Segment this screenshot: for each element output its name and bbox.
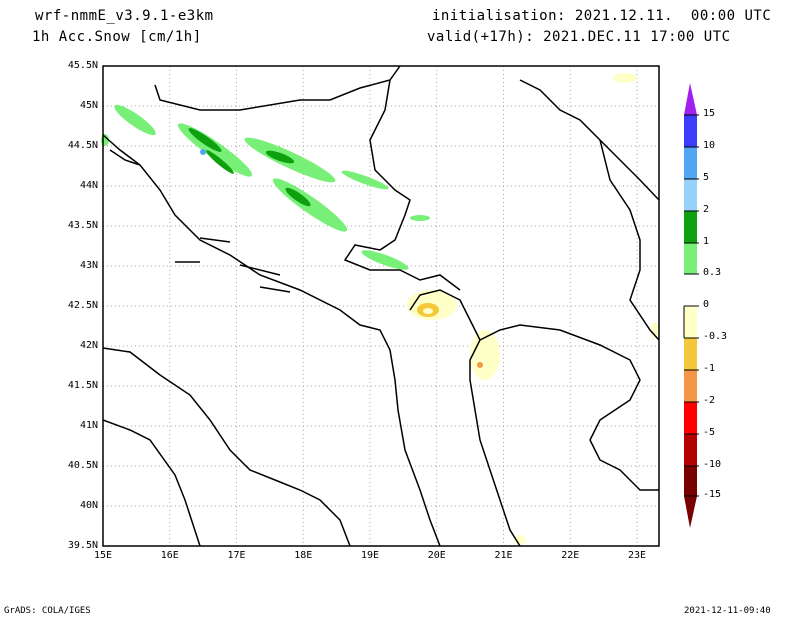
colorbar-label: -2 xyxy=(703,395,716,406)
colorbar-segment xyxy=(684,306,697,338)
colorbar-label: 2 xyxy=(703,204,710,215)
lat-label: 42N xyxy=(79,340,98,351)
lat-label: 44N xyxy=(79,180,98,191)
model-title: wrf-nmmE_v3.9.1-e3km xyxy=(35,8,214,24)
lon-label: 17E xyxy=(227,550,246,561)
colorbar-label: -15 xyxy=(703,489,722,500)
lat-label: 40N xyxy=(79,500,98,511)
lat-label: 43N xyxy=(79,260,98,271)
init-time: initialisation: 2021.12.11. 00:00 UTC xyxy=(432,8,772,24)
colorbar-label: 0.3 xyxy=(703,267,722,278)
colorbar-segment xyxy=(684,274,697,306)
colorbar-label: 1 xyxy=(703,236,710,247)
lat-label: 41.5N xyxy=(67,380,98,391)
lat-label: 44.5N xyxy=(67,140,98,151)
lat-label: 41N xyxy=(79,420,98,431)
colorbar-label: 0 xyxy=(703,299,710,310)
coastlines-borders xyxy=(102,65,660,547)
lat-label: 40.5N xyxy=(67,460,98,471)
valid-time: valid(+17h): 2021.DEC.11 17:00 UTC xyxy=(427,29,731,45)
lat-label: 42.5N xyxy=(67,300,98,311)
colorbar-segment xyxy=(684,147,697,179)
colorbar-label: -5 xyxy=(703,427,716,438)
colorbar-label: 10 xyxy=(703,140,716,151)
colorbar xyxy=(683,83,699,528)
colorbar-top-arrow xyxy=(684,83,697,115)
lat-label: 45.5N xyxy=(67,60,98,71)
colorbar-segment xyxy=(684,115,697,147)
colorbar-label: 15 xyxy=(703,108,716,119)
colorbar-bottom-arrow xyxy=(684,496,697,528)
colorbar-segment xyxy=(684,179,697,211)
map-frame xyxy=(102,65,660,547)
lat-label: 45N xyxy=(79,100,98,111)
lon-label: 20E xyxy=(427,550,446,561)
colorbar-segment xyxy=(684,434,697,466)
snow-fields xyxy=(101,73,659,545)
colorbar-label: -10 xyxy=(703,459,722,470)
lon-label: 19E xyxy=(360,550,380,561)
colorbar-segment xyxy=(684,243,697,274)
colorbar-segment xyxy=(684,370,697,402)
footer-credit: GrADS: COLA/IGES xyxy=(4,606,91,616)
colorbar-label: -1 xyxy=(703,363,716,374)
colorbar-label: -0.3 xyxy=(703,331,728,342)
lon-label: 15E xyxy=(93,550,113,561)
colorbar-segment xyxy=(684,466,697,496)
colorbar-segment xyxy=(684,338,697,370)
colorbar-segment xyxy=(684,402,697,434)
lat-label: 39.5N xyxy=(67,540,98,551)
lon-label: 22E xyxy=(561,550,580,561)
variable-title: 1h Acc.Snow [cm/1h] xyxy=(32,29,202,45)
colorbar-label: 5 xyxy=(703,172,710,183)
lon-label: 18E xyxy=(294,550,313,561)
grid-lines xyxy=(103,66,659,546)
footer-timestamp: 2021-12-11-09:40 xyxy=(684,606,771,616)
lat-label: 43.5N xyxy=(67,220,98,231)
colorbar-segment xyxy=(684,211,697,243)
lon-label: 21E xyxy=(494,550,513,561)
lon-label: 16E xyxy=(160,550,179,561)
lon-label: 23E xyxy=(627,550,647,561)
